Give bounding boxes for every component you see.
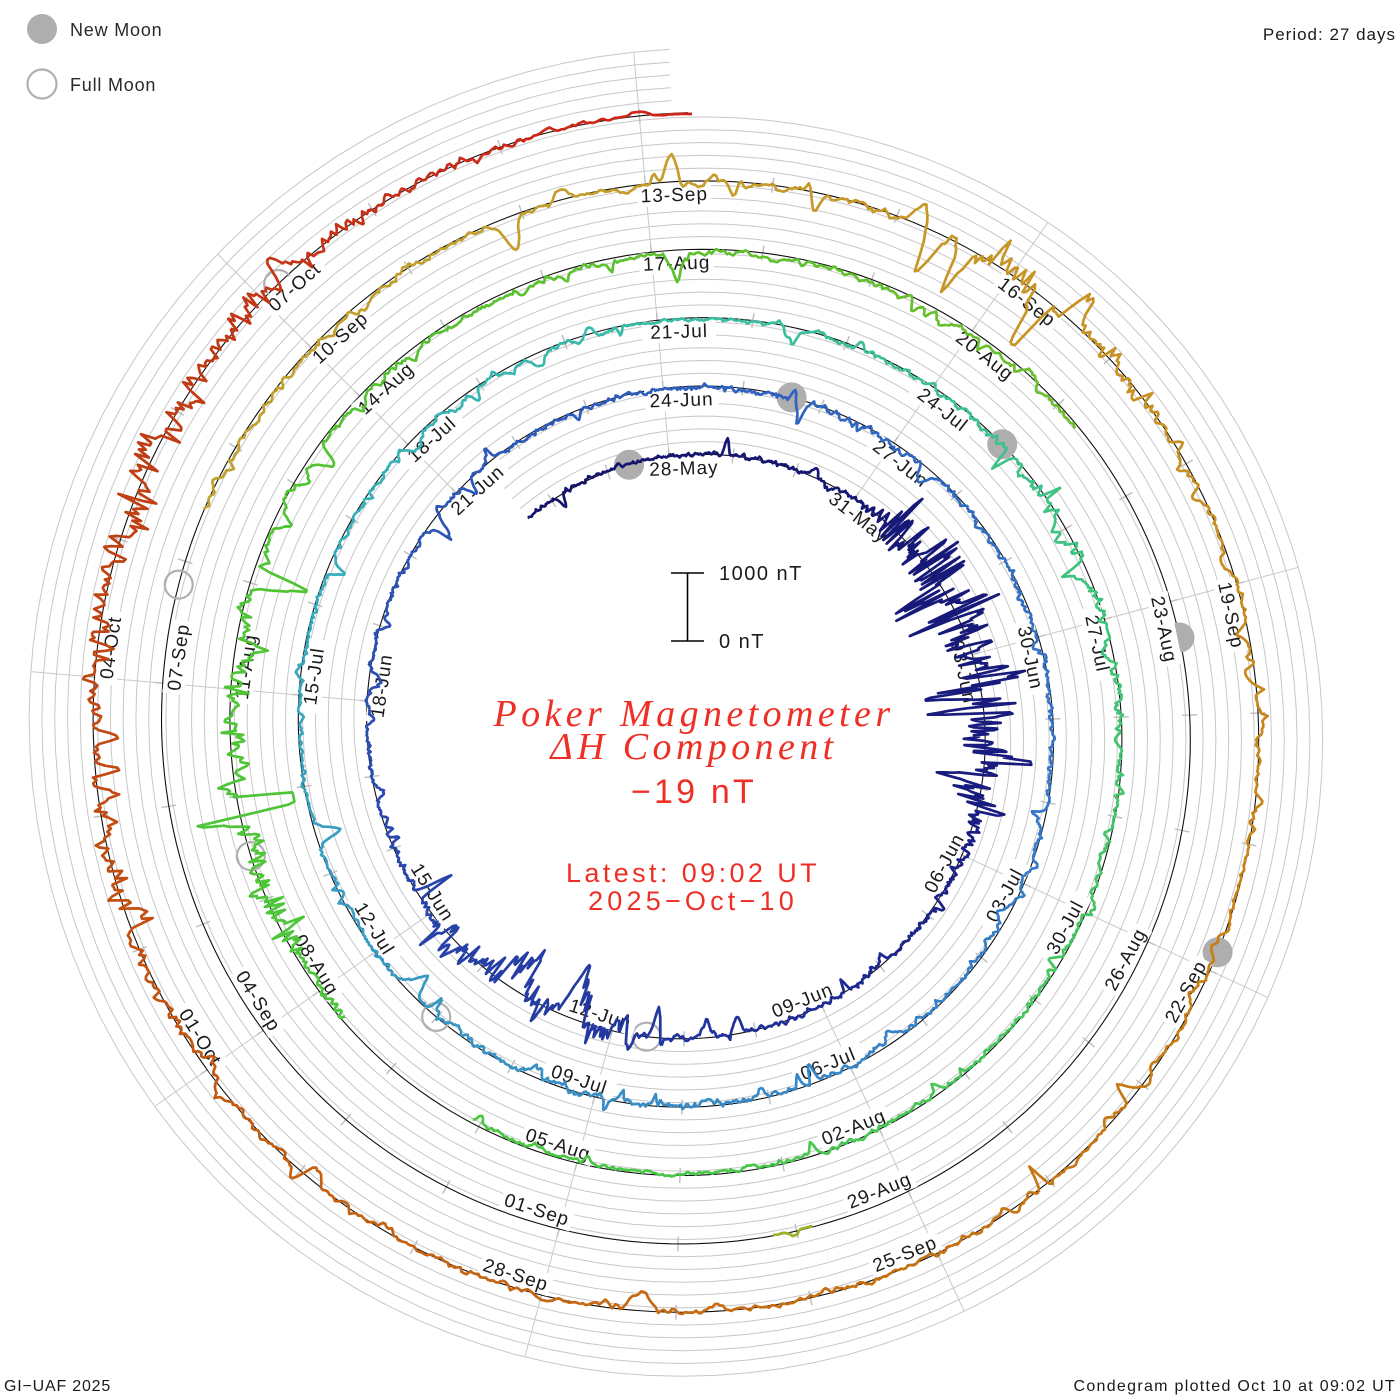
svg-text:24-Jun: 24-Jun <box>649 389 714 412</box>
svg-text:21-Jul: 21-Jul <box>650 321 708 344</box>
svg-text:1000 nT: 1000 nT <box>719 563 803 585</box>
svg-text:0 nT: 0 nT <box>719 631 765 653</box>
svg-text:New Moon: New Moon <box>70 20 162 40</box>
svg-text:ΔH Component: ΔH Component <box>548 726 837 768</box>
svg-text:Full Moon: Full Moon <box>70 75 156 95</box>
svg-text:−19 nT: −19 nT <box>631 773 757 811</box>
svg-text:Period: 27 days: Period: 27 days <box>1263 25 1396 44</box>
svg-text:Poker Magnetometer: Poker Magnetometer <box>492 693 894 735</box>
svg-text:17-Aug: 17-Aug <box>643 252 711 275</box>
svg-text:Condegram plotted Oct 10 at 09: Condegram plotted Oct 10 at 09:02 UT <box>1073 1378 1396 1395</box>
svg-text:13-Sep: 13-Sep <box>640 184 708 207</box>
svg-text:GI−UAF 2025: GI−UAF 2025 <box>4 1378 111 1395</box>
svg-text:Latest: 09:02 UT: Latest: 09:02 UT <box>566 858 820 888</box>
svg-text:28-May: 28-May <box>649 457 719 480</box>
svg-text:2025−Oct−10: 2025−Oct−10 <box>588 886 798 916</box>
